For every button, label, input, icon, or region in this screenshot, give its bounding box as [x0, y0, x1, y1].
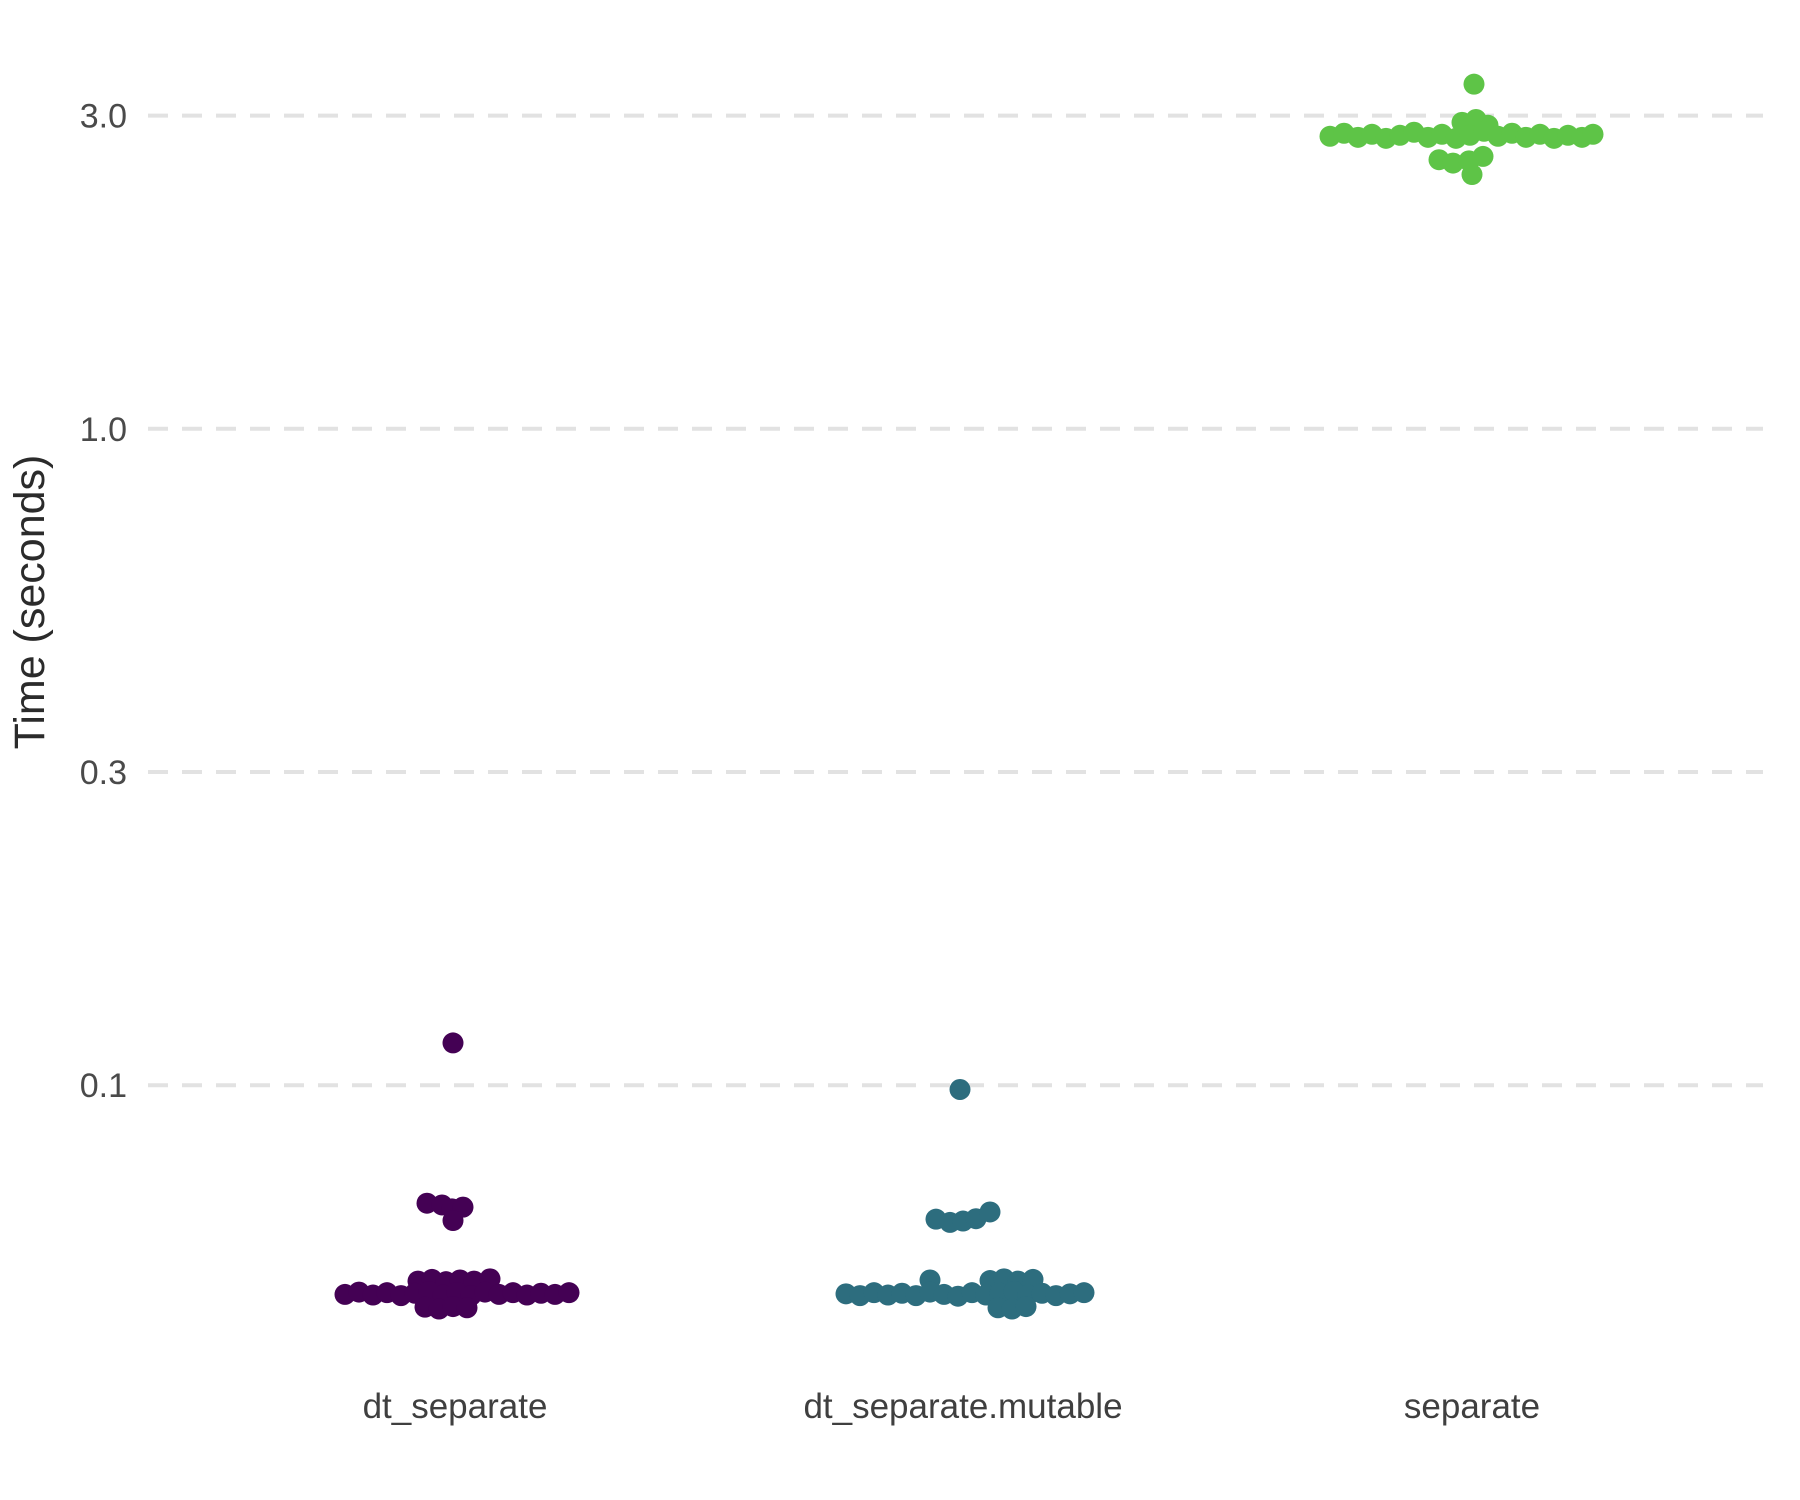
x-axis-category-labels: dt_separate dt_separate.mutable separate — [363, 1387, 1541, 1426]
data-point — [1461, 164, 1483, 186]
data-points — [334, 73, 1604, 1320]
gridlines — [148, 113, 1763, 1088]
data-point — [1472, 145, 1494, 167]
data-point — [442, 1032, 464, 1054]
data-point — [442, 1210, 464, 1232]
x-category-label: separate — [1404, 1387, 1540, 1426]
data-point — [979, 1201, 1001, 1223]
data-point — [456, 1297, 478, 1319]
data-point — [558, 1282, 580, 1304]
y-axis-title: Time (seconds) — [6, 455, 54, 750]
data-point — [1073, 1282, 1095, 1304]
data-point — [1015, 1296, 1037, 1318]
data-point — [1442, 152, 1464, 174]
y-axis-tick-labels: 3.0 1.0 0.3 0.1 — [80, 98, 127, 1106]
y-tick-label: 0.3 — [80, 754, 127, 792]
x-category-label: dt_separate — [363, 1387, 548, 1426]
y-tick-label: 0.1 — [80, 1067, 127, 1105]
data-point — [1463, 73, 1485, 95]
data-point — [1582, 123, 1604, 145]
data-point — [949, 1079, 971, 1101]
y-tick-label: 1.0 — [80, 411, 127, 449]
x-category-label: dt_separate.mutable — [803, 1387, 1122, 1426]
y-tick-label: 3.0 — [80, 98, 127, 136]
